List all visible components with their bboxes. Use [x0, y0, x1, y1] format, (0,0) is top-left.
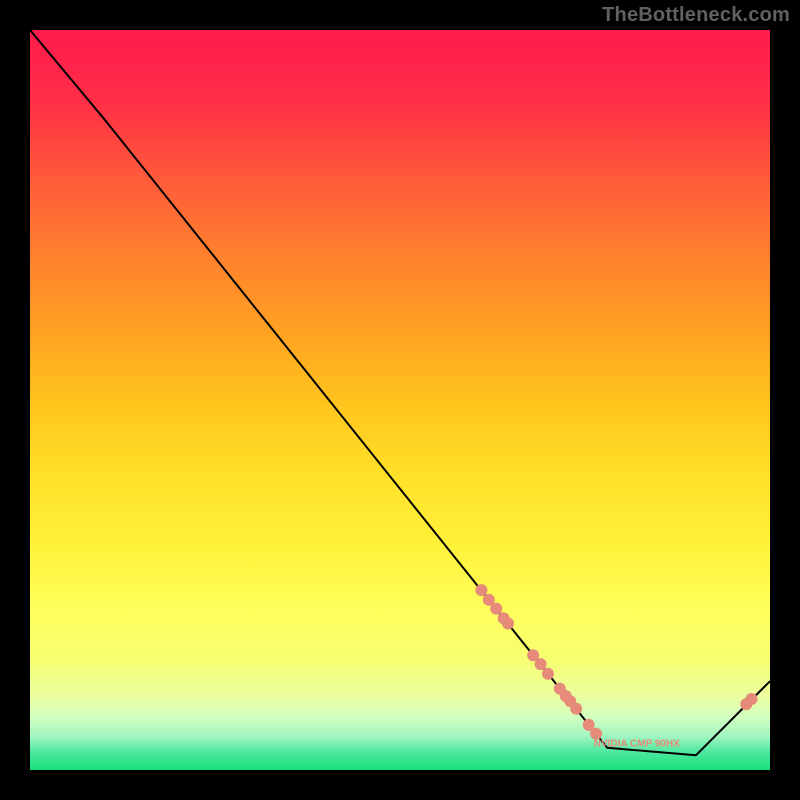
data-marker: [535, 658, 547, 670]
data-marker: [502, 617, 514, 629]
watermark-text: TheBottleneck.com: [602, 4, 790, 27]
chart-svg: NVIDIA CMP 90HX: [0, 0, 800, 800]
chart-stage: NVIDIA CMP 90HX TheBottleneck.com: [0, 0, 800, 800]
data-marker: [475, 584, 487, 596]
data-marker: [542, 668, 554, 680]
data-marker: [490, 603, 502, 615]
series-label: NVIDIA CMP 90HX: [594, 738, 680, 749]
data-marker: [746, 693, 758, 705]
plot-area: [30, 30, 770, 770]
data-marker: [570, 703, 582, 715]
